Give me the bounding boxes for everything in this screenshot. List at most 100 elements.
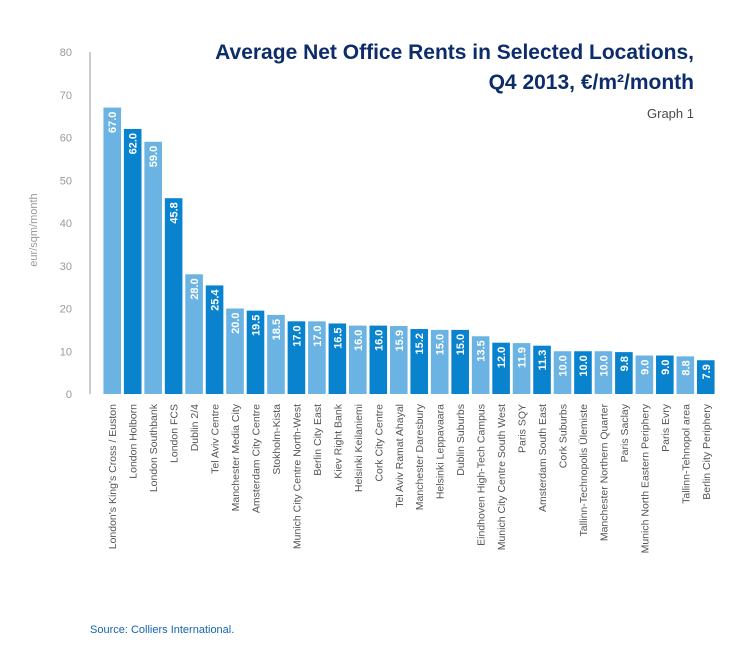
bar-value-label: 8.8 <box>680 360 692 375</box>
bar <box>676 356 695 394</box>
x-category-label: Paris Evry <box>660 403 672 452</box>
y-tick-label: 60 <box>60 133 72 145</box>
bar <box>656 355 674 394</box>
y-axis: 0 10 20 30 40 50 60 70 80 <box>60 47 91 401</box>
bar-value-label: 17.0 <box>312 325 324 346</box>
x-category-label: Amsterdam City Centre <box>251 404 263 513</box>
x-category-label: Manchester Daresbury <box>414 403 426 510</box>
x-category-label: Tallinn-Technopolis Ülemiste <box>578 404 590 537</box>
y-tick-label: 30 <box>60 261 72 273</box>
x-category-label: Tallinn-Tehnopol area <box>680 404 692 504</box>
bar-value-label: 15.0 <box>435 334 447 355</box>
bar <box>471 336 490 394</box>
bar-value-label: 9.8 <box>619 356 631 371</box>
chart-title: Average Net Office Rents in Selected Loc… <box>215 41 694 64</box>
bar-value-label: 18.5 <box>271 319 283 340</box>
y-axis-title: eur/sqm/month <box>28 193 40 266</box>
bar <box>144 141 162 394</box>
bar <box>103 107 122 394</box>
bar-value-label: 16.5 <box>332 327 344 348</box>
x-category-label: Munich North Eastern Periphery <box>639 403 651 553</box>
x-category-label: Tel Aviv Centre <box>210 404 222 474</box>
chart-title-block: Average Net Office Rents in Selected Loc… <box>215 38 694 98</box>
x-category-label: Eindhoven High-Tech Campus <box>476 404 488 546</box>
bar-value-label: 13.5 <box>476 340 488 361</box>
y-tick-label: 70 <box>60 90 72 102</box>
bar-value-label: 25.4 <box>210 289 222 311</box>
x-category-label: Paris SQY <box>517 404 529 453</box>
bar-value-label: 9.0 <box>660 360 672 375</box>
bar <box>246 310 265 394</box>
bar <box>574 351 592 394</box>
bar <box>267 314 285 394</box>
bar <box>185 274 203 394</box>
bar <box>123 128 142 394</box>
bar <box>635 355 654 394</box>
bar-value-label: 15.2 <box>414 333 426 354</box>
bar-value-label: 28.0 <box>189 278 201 299</box>
x-category-label: London's King's Cross / Euston <box>107 404 119 549</box>
bar-value-label: 20.0 <box>230 313 242 334</box>
bar-value-label: 12.0 <box>496 347 508 368</box>
bar-value-label: 11.3 <box>537 350 549 371</box>
bar <box>594 351 613 394</box>
bar-value-label: 10.0 <box>558 355 570 376</box>
x-category-label: Berlin City Periphery <box>701 403 713 499</box>
bar <box>287 321 306 394</box>
x-category-label: Berlin City East <box>312 404 324 476</box>
x-category-label: Helsinki Leppavaara <box>435 404 447 499</box>
bar-value-label: 10.0 <box>578 355 590 376</box>
bar-value-label: 19.5 <box>251 315 263 336</box>
bar <box>451 329 469 395</box>
bar <box>226 308 244 394</box>
bar <box>164 198 183 394</box>
y-tick-label: 10 <box>60 346 72 358</box>
bar <box>430 329 449 395</box>
y-tick-label: 80 <box>60 47 72 59</box>
x-category-label: Munich City Centre North-West <box>291 404 303 549</box>
x-category-label: London FCS <box>169 404 181 463</box>
x-axis-labels: London's King's Cross / Euston London Hol… <box>107 403 713 553</box>
bar <box>369 325 388 394</box>
bar-value-label: 17.0 <box>291 325 303 346</box>
x-category-label: London Southbank <box>148 403 160 492</box>
x-category-label: Kiev Right Bank <box>332 403 344 478</box>
bar <box>328 323 347 394</box>
bars-group: 67.0 62.0 59.0 45.8 28.0 25.4 20.0 19.5 18.5 17.0… <box>103 107 715 395</box>
x-category-label: Paris Saclay <box>619 403 631 462</box>
x-category-label: Tel Aviv Ramat Ahayal <box>394 404 406 508</box>
x-category-label: Munich City Centre South West <box>496 404 508 550</box>
y-tick-label: 50 <box>60 175 72 187</box>
bar-value-label: 9.0 <box>639 360 651 375</box>
bar <box>512 343 531 394</box>
bar <box>349 325 367 394</box>
x-category-label: Stokholm-Kista <box>271 404 283 475</box>
bar <box>696 360 715 394</box>
bar-value-label: 67.0 <box>107 112 119 133</box>
chart-subtitle: Q4 2013, €/m²/month <box>488 71 694 94</box>
bar-value-label: 62.0 <box>128 133 140 154</box>
bar <box>553 351 572 394</box>
bar-value-label: 15.0 <box>455 334 467 355</box>
y-tick-label: 0 <box>66 389 72 401</box>
x-category-label: Amsterdam South East <box>537 404 549 512</box>
x-category-label: Manchester Media City <box>230 403 242 511</box>
x-category-label: London Holborn <box>128 404 140 479</box>
bar <box>205 285 224 394</box>
y-tick-label: 20 <box>60 304 72 316</box>
bar <box>492 342 510 394</box>
bar-value-label: 10.0 <box>598 355 610 376</box>
bar-value-label: 45.8 <box>169 202 181 223</box>
x-category-label: Manchester Northern Quarter <box>598 404 610 542</box>
bar <box>533 345 551 394</box>
x-category-label: Cork Suburbs <box>558 404 570 468</box>
bar-value-label: 15.9 <box>394 330 406 351</box>
x-category-label: Cork City Centre <box>373 404 385 482</box>
bar-value-label: 7.9 <box>701 364 713 379</box>
x-category-label: Helsinki Keilaniemi <box>353 404 365 492</box>
graph-number-label: Graph 1 <box>647 106 694 121</box>
x-category-label: Dublin 2/4 <box>189 404 201 451</box>
bar <box>389 326 408 394</box>
bar-value-label: 11.9 <box>517 347 529 368</box>
